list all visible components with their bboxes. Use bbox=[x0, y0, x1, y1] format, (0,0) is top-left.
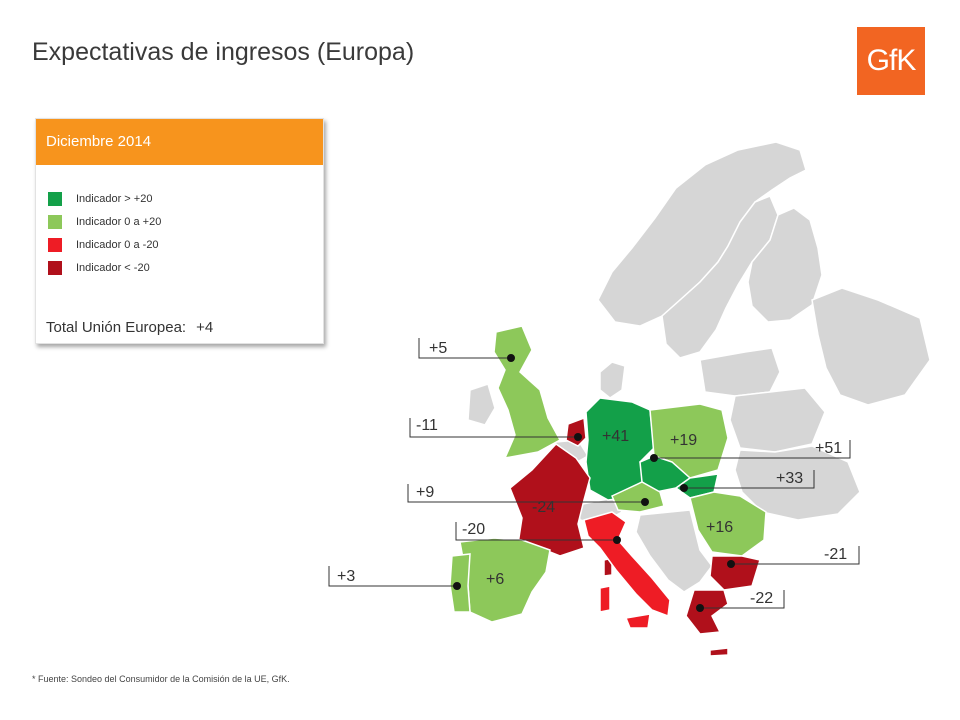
hungary-romania-shape bbox=[689, 491, 767, 557]
callout-line-netherlands bbox=[409, 418, 578, 438]
source-footnote: * Fuente: Sondeo del Consumidor de la Co… bbox=[32, 674, 290, 684]
hungary-romania-value: +16 bbox=[706, 519, 733, 536]
callout-dot-austria bbox=[641, 498, 649, 506]
legend-item: Indicador > +20 bbox=[48, 187, 323, 210]
eu-total: Total Unión Europea: +4 bbox=[46, 319, 213, 336]
italy-shape bbox=[583, 511, 671, 618]
czech-value: +51 bbox=[815, 440, 842, 457]
slovakia-shape bbox=[674, 473, 719, 499]
legend-item-label: Indicador > +20 bbox=[76, 192, 153, 205]
balkans-shape bbox=[635, 509, 713, 593]
legend-header: Diciembre 2014 bbox=[36, 119, 323, 165]
callout-dot-greece bbox=[696, 604, 704, 612]
ukraine-shape bbox=[734, 445, 861, 521]
denmark-shape bbox=[599, 361, 626, 399]
netherlands-value: -11 bbox=[416, 417, 438, 434]
callout-dot-bulgaria bbox=[727, 560, 735, 568]
callout-dot-italy bbox=[613, 536, 621, 544]
callout-line-slovakia bbox=[684, 470, 815, 489]
legend-list: Indicador > +20 Indicador 0 a +20 Indica… bbox=[48, 187, 323, 279]
uk-shape bbox=[493, 325, 562, 459]
callout-dot-slovakia bbox=[680, 484, 688, 492]
legend-swatch bbox=[48, 214, 62, 229]
callout-dot-portugal bbox=[453, 582, 461, 590]
austria-value: +9 bbox=[416, 484, 434, 501]
slovakia-value: +33 bbox=[776, 470, 803, 487]
legend-item: Indicador 0 a +20 bbox=[48, 210, 323, 233]
germany-value: +41 bbox=[602, 428, 629, 445]
callout-line-czech bbox=[654, 440, 851, 459]
spain-shape bbox=[459, 537, 551, 623]
uk-value: +5 bbox=[429, 340, 447, 357]
non-eu-countries bbox=[467, 141, 931, 593]
bulgaria-shape bbox=[709, 555, 761, 591]
austria-shape bbox=[611, 481, 665, 513]
legend-item: Indicador < -20 bbox=[48, 256, 323, 279]
legend-swatch bbox=[48, 191, 62, 206]
page-title: Expectativas de ingresos (Europa) bbox=[32, 38, 415, 66]
eu-total-label: Total Unión Europea: bbox=[46, 319, 187, 336]
belarus-shape bbox=[729, 387, 826, 453]
legend-item-label: Indicador 0 a +20 bbox=[76, 215, 162, 228]
callout-dots bbox=[453, 354, 735, 612]
greek-islands-shape bbox=[709, 647, 729, 657]
russia-shape bbox=[811, 287, 931, 406]
poland-value: +19 bbox=[670, 432, 697, 449]
callouts bbox=[328, 338, 860, 609]
france-value: -24 bbox=[532, 499, 555, 516]
sicily-shape bbox=[624, 613, 651, 629]
callout-line-greece bbox=[700, 590, 785, 609]
callout-line-austria bbox=[407, 484, 645, 503]
legend-item-label: Indicador < -20 bbox=[76, 261, 150, 274]
portugal-value: +3 bbox=[337, 568, 355, 585]
callout-line-uk bbox=[418, 338, 511, 359]
bulgaria-value: -21 bbox=[824, 546, 847, 563]
callout-dot-netherlands bbox=[574, 433, 582, 441]
spain-value: +6 bbox=[486, 571, 504, 588]
netherlands-shape bbox=[565, 416, 587, 447]
sardinia-shape bbox=[599, 585, 611, 613]
greece-value: -22 bbox=[750, 590, 773, 607]
callout-line-portugal bbox=[328, 566, 457, 587]
finland-shape bbox=[747, 207, 823, 323]
legend-panel: Diciembre 2014 Indicador > +20 Indicador… bbox=[35, 118, 324, 344]
country-value-labels: +41 +19 -24 +16 +6 bbox=[486, 428, 733, 588]
callout-labels: +5 -11 +51 +33 +9 -20 -21 +3 -22 bbox=[337, 340, 847, 607]
eu-total-value: +4 bbox=[196, 319, 214, 336]
callout-line-italy bbox=[455, 522, 617, 541]
callout-line-bulgaria bbox=[731, 546, 860, 565]
italy-value: -20 bbox=[462, 521, 485, 538]
callout-dot-czech bbox=[650, 454, 658, 462]
gfk-logo: GfK bbox=[857, 27, 925, 95]
legend-item: Indicador 0 a -20 bbox=[48, 233, 323, 256]
portugal-shape bbox=[449, 553, 471, 613]
callout-dot-uk bbox=[507, 354, 515, 362]
legend-swatch bbox=[48, 237, 62, 252]
greece-shape bbox=[685, 589, 729, 635]
baltics-shape bbox=[699, 347, 781, 397]
legend-item-label: Indicador 0 a -20 bbox=[76, 238, 159, 251]
legend-swatch bbox=[48, 260, 62, 275]
ireland-shape bbox=[467, 383, 496, 426]
